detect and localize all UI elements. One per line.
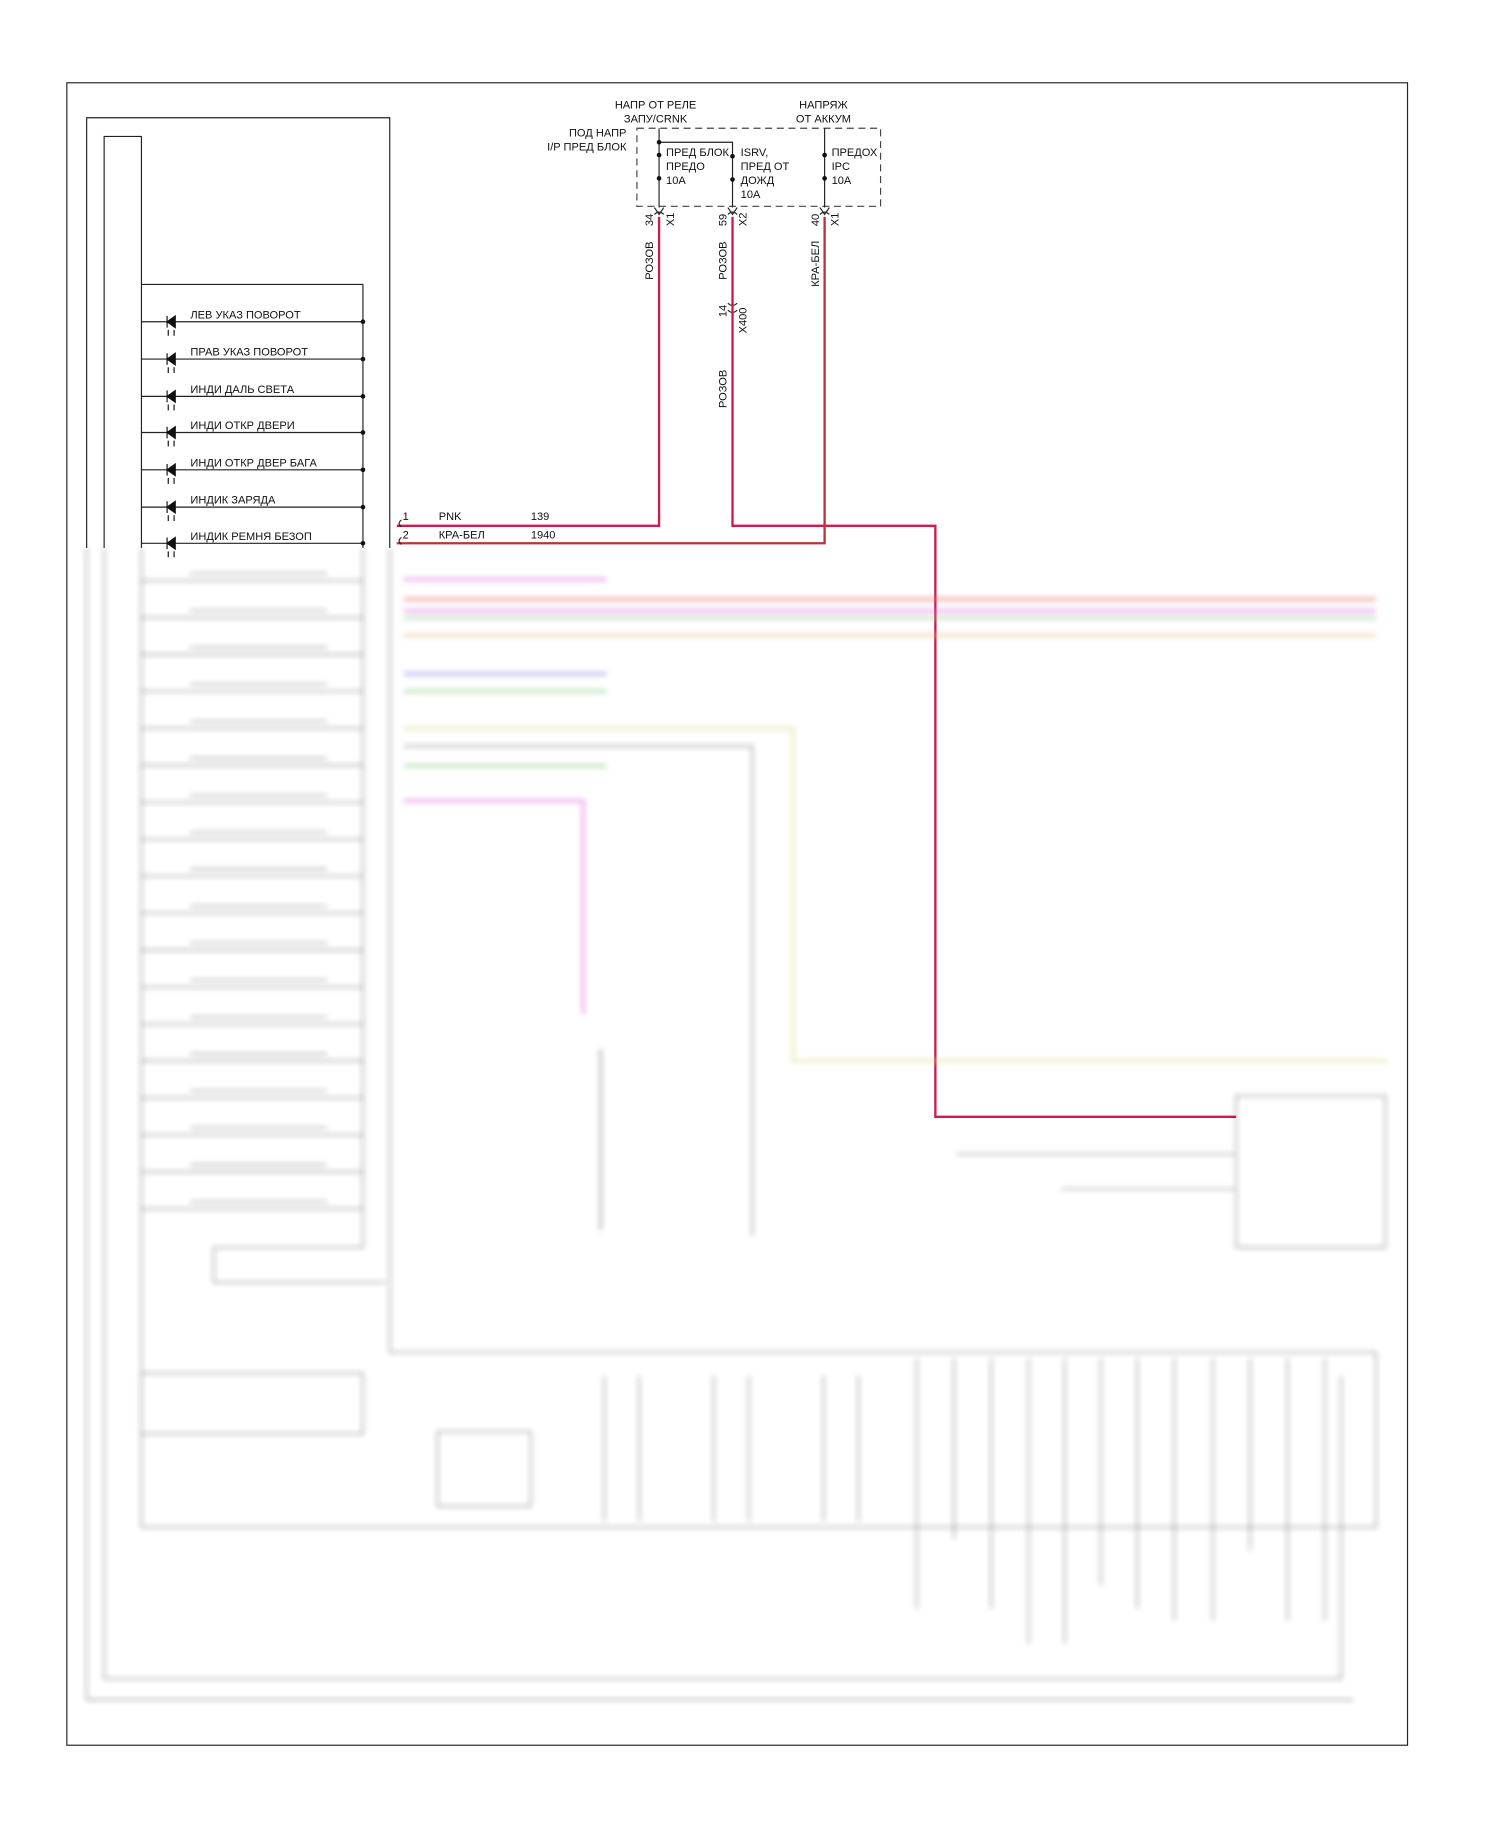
blurred-row — [141, 942, 363, 951]
fuse-block-outline — [636, 127, 882, 207]
svg-text:НАПРЯЖ: НАПРЯЖ — [799, 99, 848, 111]
wire-pink-139 — [396, 216, 661, 527]
led-icon — [166, 389, 176, 411]
blurred-row — [141, 646, 363, 656]
led-icon — [166, 314, 176, 336]
pin-59: 59 — [718, 214, 730, 226]
blurred-row — [141, 831, 363, 840]
svg-text:ЗАПУ/CRNK: ЗАПУ/CRNK — [624, 113, 688, 125]
wire-red-white-1940 — [396, 216, 826, 545]
fuse-3-label: ПРЕДОХ IPC 10A — [832, 147, 878, 187]
fuse-block-label: ПОД НАПР I/P ПРЕД БЛОК — [547, 127, 627, 153]
svg-text:10A: 10A — [666, 175, 686, 187]
indicator-row: ИНДИ ОТКР ДВЕРИ — [141, 420, 366, 447]
blurred-row — [141, 794, 363, 803]
connector-x1: X1 — [830, 213, 842, 227]
blurred-row — [141, 609, 363, 619]
indicator-row: ПРАВ УКАЗ ПОВОРОТ — [141, 347, 366, 374]
blurred-row — [141, 1090, 363, 1099]
wire-color-label: РОЗОВ — [644, 242, 656, 280]
indicator-row: ИНДИК РЕМНЯ БЕЗОП — [141, 531, 366, 558]
led-icon — [166, 536, 176, 558]
indicator-block — [141, 283, 364, 548]
junction-dot — [360, 504, 366, 510]
indicator-row: ИНДИ ОТКР ДВЕР БАГА — [141, 457, 366, 484]
indicator-label: ИНДИ ДАЛЬ СВЕТА — [190, 384, 294, 396]
wire-color-label: РОЗОВ — [718, 242, 730, 280]
blurred-row — [141, 868, 363, 877]
junction-dot — [360, 394, 366, 399]
indicator-label: ПРАВ УКАЗ ПОВОРОТ — [190, 347, 308, 359]
outer-frame — [66, 82, 1409, 1746]
blurred-row — [141, 572, 363, 582]
svg-text:ISRV,: ISRV, — [741, 147, 769, 159]
junction-dot — [360, 430, 366, 435]
fuse-symbols — [656, 139, 827, 182]
led-icon — [166, 462, 176, 484]
led-icon — [166, 500, 176, 522]
blurred-row — [141, 1201, 363, 1210]
svg-text:IPC: IPC — [832, 161, 850, 173]
svg-text:ПРЕДОХ: ПРЕДОХ — [832, 147, 878, 159]
svg-text:ПРЕДО: ПРЕДО — [666, 161, 705, 173]
blurred-row — [141, 683, 363, 693]
indicator-row: ИНДИК ЗАРЯДА — [141, 495, 366, 522]
svg-text:ОТ АККУМ: ОТ АККУМ — [796, 113, 851, 125]
svg-text:ПОД НАПР: ПОД НАПР — [569, 127, 626, 139]
blurred-row — [141, 1053, 363, 1062]
blurred-row — [141, 1164, 363, 1173]
indicator-label: ИНДИ ОТКР ДВЕРИ — [190, 420, 294, 432]
connector-x1: X1 — [665, 213, 677, 227]
indicator-label: ИНДИК РЕМНЯ БЕЗОП — [190, 531, 311, 543]
inline-pin: 14 — [718, 305, 730, 317]
junction-dot — [360, 319, 366, 325]
blurred-region — [86, 547, 1388, 1701]
inline-connector-name: X400 — [738, 308, 750, 334]
junction-dot — [360, 467, 366, 473]
pin-40: 40 — [810, 214, 822, 226]
svg-text:10A: 10A — [741, 189, 761, 201]
blurred-row — [141, 979, 363, 988]
fuse-2-label: ISRV, ПРЕД ОТ ДОЖД 10A — [741, 147, 790, 201]
indicator-row: ИНДИ ДАЛЬ СВЕТА — [141, 384, 366, 411]
svg-text:I/P ПРЕД БЛОК: I/P ПРЕД БЛОК — [547, 141, 627, 153]
cluster-pin-1: 1 PNK 139 — [403, 511, 550, 523]
blurred-row — [141, 757, 363, 766]
svg-text:КРА-БЕЛ: КРА-БЕЛ — [439, 530, 485, 542]
junction-dot — [360, 540, 366, 546]
cluster-pin-2: 2 КРА-БЕЛ 1940 — [403, 530, 556, 542]
blurred-row — [141, 905, 363, 914]
wire-color-label: РОЗОВ — [718, 370, 730, 408]
fuse-1-label: ПРЕД БЛОК ПРЕДО 10A — [666, 147, 729, 187]
indicator-label: ИНДИ ОТКР ДВЕР БАГА — [190, 457, 317, 469]
svg-text:НАПР ОТ РЕЛЕ: НАПР ОТ РЕЛЕ — [615, 99, 696, 111]
svg-text:ПРЕД БЛОК: ПРЕД БЛОК — [666, 147, 729, 159]
cluster-outline — [86, 117, 391, 548]
connector-x2: X2 — [738, 213, 750, 227]
led-icon — [166, 352, 176, 374]
svg-text:ПРЕД ОТ: ПРЕД ОТ — [741, 161, 790, 173]
blurred-row — [141, 1016, 363, 1025]
svg-text:1: 1 — [403, 511, 409, 523]
led-icon — [166, 425, 176, 447]
blurred-row — [141, 720, 363, 729]
indicator-label: ЛЕВ УКАЗ ПОВОРОТ — [190, 309, 300, 321]
blurred-row — [141, 1127, 363, 1136]
svg-text:139: 139 — [531, 511, 549, 523]
source-crank-label: НАПР ОТ РЕЛЕ ЗАПУ/CRNK — [615, 99, 696, 125]
source-battery-label: НАПРЯЖ ОТ АККУМ — [796, 99, 851, 125]
svg-text:1940: 1940 — [531, 530, 556, 542]
cluster-inner-outline — [103, 135, 143, 548]
indicator-row: ЛЕВ УКАЗ ПОВОРОТ — [141, 309, 366, 336]
junction-dot — [360, 356, 366, 362]
wire-color-label: КРА-БЕЛ — [810, 241, 822, 287]
svg-text:PNK: PNK — [439, 511, 462, 523]
pin-34: 34 — [644, 214, 656, 226]
svg-text:ДОЖД: ДОЖД — [741, 175, 775, 187]
indicator-label: ИНДИК ЗАРЯДА — [190, 495, 276, 507]
svg-text:2: 2 — [403, 530, 409, 542]
svg-text:10A: 10A — [832, 175, 852, 187]
wire-pink-x400 — [731, 216, 1237, 1119]
